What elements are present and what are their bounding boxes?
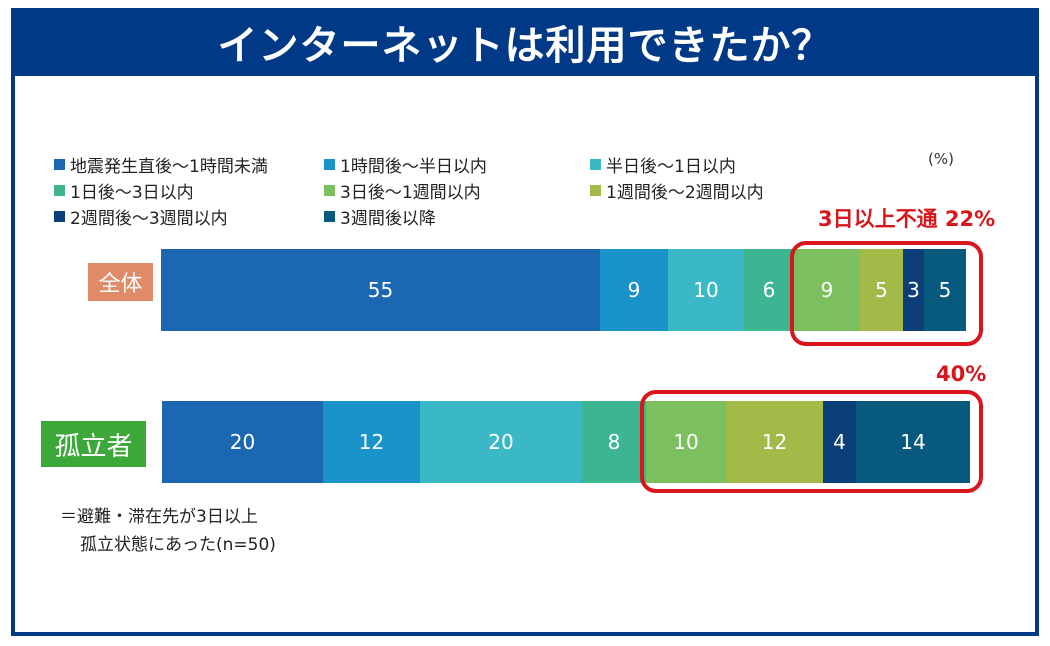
row-label-all: 全体 (88, 263, 153, 301)
bar-segment: 8 (582, 401, 646, 483)
bar-segment: 5 (860, 249, 903, 331)
legend-swatch-icon (54, 158, 65, 170)
legend-item: 1時間後〜半日以内 (324, 152, 487, 177)
bar-segment: 5 (924, 249, 966, 331)
legend-item: 3日後〜1週間以内 (324, 178, 481, 203)
legend-swatch-icon (590, 158, 601, 170)
bar-segment: 3 (903, 249, 924, 331)
highlight-box-isolated (640, 390, 983, 493)
legend-label: 2週間後〜3週間以内 (70, 208, 228, 229)
bar-segment: 20 (162, 401, 323, 483)
legend-label: 1時間後〜半日以内 (340, 156, 487, 177)
legend-swatch-icon (54, 210, 65, 222)
legend-swatch-icon (324, 210, 335, 222)
legend-item: 1日後〜3日以内 (54, 178, 194, 203)
footnote-line1: ＝避難・滞在先が3日以上 (60, 507, 258, 527)
bar-segment: 20 (420, 401, 582, 483)
legend-item: 1週間後〜2週間以内 (590, 178, 764, 203)
bar-segment: 9 (600, 249, 668, 331)
bar-segment: 10 (646, 401, 726, 483)
highlight-text-isolated: 40% (936, 362, 987, 386)
legend-label: 地震発生直後〜1時間未満 (70, 156, 268, 177)
row-label-isolated: 孤立者 (41, 421, 146, 467)
highlight-text-all: 3日以上不通 22% (818, 207, 996, 231)
legend-swatch-icon (54, 184, 65, 196)
chart-title: インターネットは利用できたか？ (217, 23, 833, 69)
legend: 地震発生直後〜1時間未満 1時間後〜半日以内 半日後〜1日以内 1日後〜3日以内… (54, 152, 814, 232)
title-banner: インターネットは利用できたか？ (11, 8, 1039, 76)
legend-swatch-icon (324, 158, 335, 170)
legend-label: 3週間後以降 (340, 208, 436, 229)
bar-segment: 10 (668, 249, 744, 331)
legend-label: 半日後〜1日以内 (606, 156, 736, 177)
highlight-box-all (790, 241, 983, 346)
bar-segment: 12 (323, 401, 420, 483)
bar-segment: 9 (794, 249, 860, 331)
bar-segment: 14 (856, 401, 970, 483)
legend-label: 1日後〜3日以内 (70, 182, 194, 203)
bar-isolated: 20 12 20 8 10 12 4 14 (162, 401, 970, 483)
unit-label: (%) (928, 150, 954, 168)
legend-item: 2週間後〜3週間以内 (54, 204, 228, 229)
bar-segment: 12 (726, 401, 823, 483)
legend-label: 3日後〜1週間以内 (340, 182, 481, 203)
legend-swatch-icon (590, 184, 601, 196)
legend-swatch-icon (324, 184, 335, 196)
footnote: ＝避難・滞在先が3日以上 孤立状態にあった(n=50) (60, 503, 276, 559)
legend-item: 3週間後以降 (324, 204, 436, 229)
footnote-line2: 孤立状態にあった(n=50) (80, 535, 276, 555)
bar-segment: 55 (161, 249, 600, 331)
bar-segment: 4 (823, 401, 856, 483)
legend-label: 1週間後〜2週間以内 (606, 182, 764, 203)
bar-segment: 6 (744, 249, 794, 331)
legend-item: 地震発生直後〜1時間未満 (54, 152, 268, 177)
bar-all: 55 9 10 6 9 5 3 5 (161, 249, 966, 331)
legend-item: 半日後〜1日以内 (590, 152, 736, 177)
